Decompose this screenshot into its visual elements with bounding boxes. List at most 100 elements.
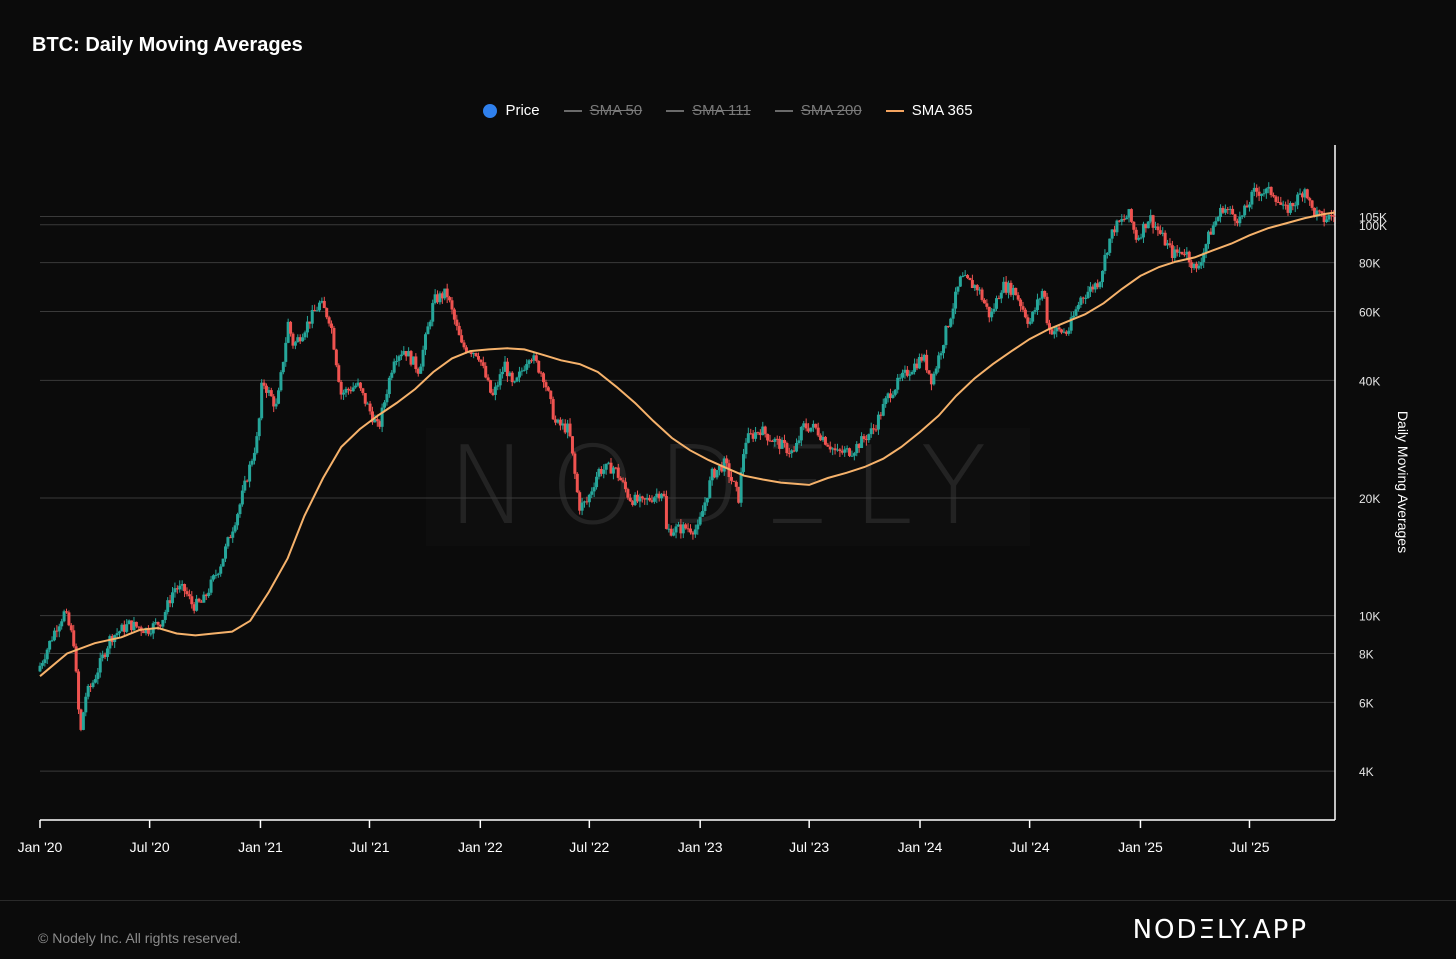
- candle-body: [980, 289, 984, 300]
- candle-body: [802, 423, 806, 427]
- candle-body: [1084, 298, 1088, 300]
- legend-item-sma-111[interactable]: SMA 111: [666, 102, 751, 119]
- candle-body: [1019, 299, 1023, 307]
- candle-body: [1115, 220, 1119, 233]
- candle-body: [643, 498, 647, 500]
- candle-body: [122, 624, 126, 632]
- candle-body: [108, 636, 112, 649]
- candle-body: [469, 352, 473, 355]
- candle-body: [1168, 243, 1172, 246]
- candle-body: [1052, 331, 1056, 335]
- candle-body: [631, 501, 635, 505]
- candle-body: [966, 275, 970, 279]
- candle-body: [168, 600, 172, 604]
- candle-body: [392, 361, 396, 373]
- candle-body: [1255, 187, 1259, 192]
- candle-body: [645, 497, 649, 500]
- candle-body: [763, 426, 767, 434]
- candle-body: [720, 465, 724, 472]
- candle-body: [1103, 254, 1107, 271]
- x-tick-label: Jan '23: [678, 839, 723, 855]
- candle-body: [874, 429, 878, 431]
- candle-body: [937, 355, 941, 369]
- candle-body: [484, 365, 488, 378]
- brand-logo[interactable]: NODΞLY.APP: [1132, 915, 1308, 945]
- candle-body: [373, 419, 377, 423]
- candle-body: [158, 624, 162, 627]
- candle-body: [84, 696, 88, 713]
- candle-body: [243, 480, 247, 491]
- candle-body: [134, 621, 138, 627]
- candle-body: [40, 663, 44, 666]
- candle-body: [455, 319, 459, 326]
- candle-body: [539, 372, 543, 374]
- candle-body: [587, 494, 591, 503]
- candle-body: [852, 453, 856, 456]
- candle-body: [1101, 270, 1105, 283]
- x-tick-label: Jan '21: [238, 839, 283, 855]
- candle-body: [664, 496, 668, 529]
- candle-body: [1079, 297, 1083, 305]
- legend-item-sma-200[interactable]: SMA 200: [774, 102, 862, 119]
- candle-body: [662, 493, 666, 497]
- candle-body: [334, 349, 338, 366]
- candle-body: [648, 497, 652, 501]
- candle-body: [1310, 200, 1314, 208]
- candle-body: [876, 414, 880, 430]
- candle-body: [913, 363, 917, 372]
- candle-body: [925, 354, 929, 371]
- candle-body: [1276, 201, 1280, 203]
- candle-body: [81, 712, 85, 730]
- candle-body: [293, 342, 297, 346]
- candle-body: [52, 630, 56, 641]
- candle-body: [826, 444, 830, 447]
- candle-body: [517, 371, 521, 378]
- x-tick-label: Jul '23: [789, 839, 829, 855]
- candle-body: [737, 486, 741, 503]
- y-tick-label: 60K: [1359, 305, 1380, 319]
- candle-body: [599, 469, 603, 474]
- legend-item-sma-50[interactable]: SMA 50: [563, 102, 642, 119]
- candle-body: [749, 433, 753, 435]
- candle-body: [481, 362, 485, 366]
- candle-body: [1031, 311, 1035, 322]
- candle-body: [558, 419, 562, 426]
- candle-body: [1064, 331, 1068, 334]
- candle-body: [1219, 207, 1223, 217]
- candle-body: [862, 436, 866, 440]
- candle-body: [792, 450, 796, 452]
- candle-body: [339, 381, 343, 395]
- candle-body: [1228, 208, 1232, 210]
- candle-body: [860, 436, 864, 449]
- candle-body: [448, 297, 452, 301]
- legend-line-icon: [885, 109, 904, 112]
- candle-body: [1207, 231, 1211, 245]
- candle-body: [1300, 193, 1304, 198]
- candle-body: [1096, 283, 1100, 288]
- candle-body: [281, 361, 285, 373]
- candle-body: [1216, 216, 1220, 222]
- candle-body: [440, 293, 444, 299]
- candle-body: [264, 385, 268, 393]
- candle-body: [248, 464, 252, 482]
- candle-body: [1166, 243, 1170, 246]
- legend-item-price[interactable]: Price: [483, 102, 540, 119]
- candle-body: [532, 355, 536, 361]
- candle-body: [409, 351, 413, 365]
- legend-label: Price: [505, 102, 540, 119]
- candle-body: [732, 480, 736, 482]
- candle-body: [1016, 295, 1020, 300]
- legend-item-sma-365[interactable]: SMA 365: [885, 102, 973, 119]
- chart-title: BTC: Daily Moving Averages: [32, 34, 303, 56]
- legend-label: SMA 200: [800, 102, 862, 119]
- candle-body: [619, 477, 623, 481]
- candle-body: [118, 631, 122, 634]
- candle-body: [183, 584, 187, 592]
- candle-body: [173, 588, 177, 593]
- candle-body: [472, 353, 476, 355]
- candle-body: [898, 377, 902, 379]
- candle-body: [137, 626, 141, 628]
- candle-body: [684, 524, 688, 529]
- candle-body: [207, 592, 211, 597]
- candle-body: [768, 440, 772, 442]
